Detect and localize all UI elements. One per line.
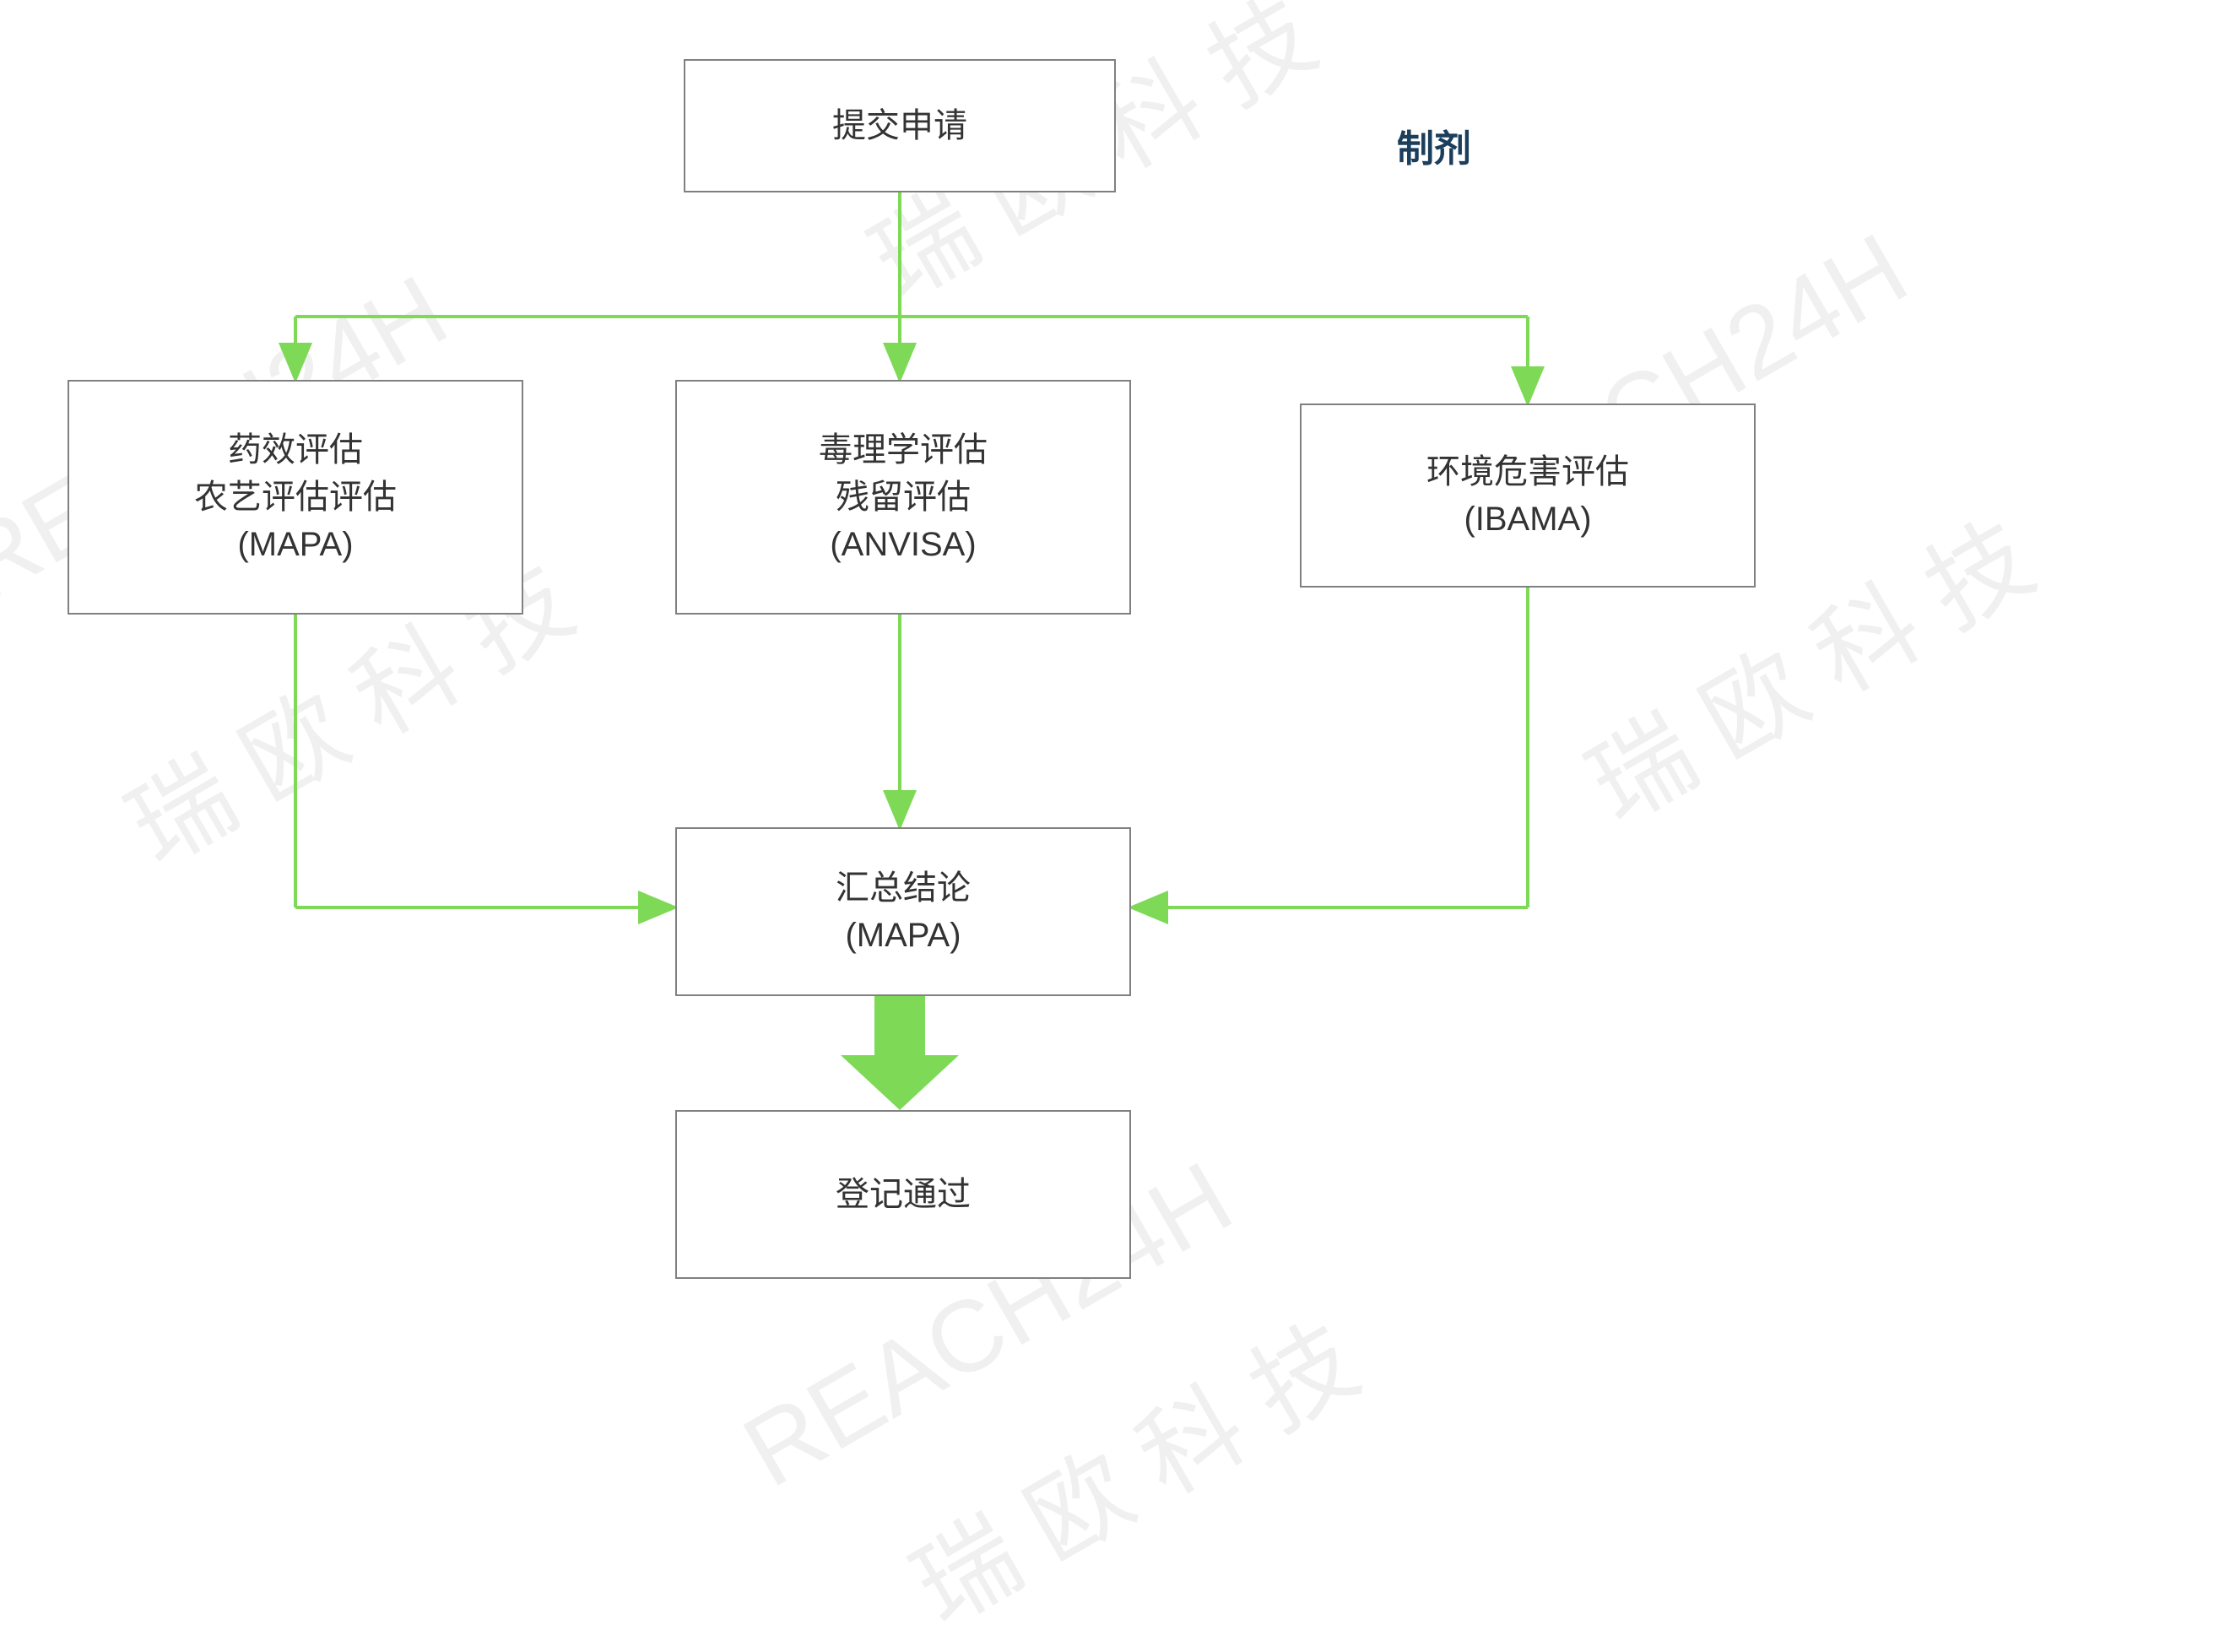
node-submit: 提交申请 [684, 59, 1116, 192]
node-approved-text: 登记通过 [836, 1171, 971, 1218]
node-summary-line2: (MAPA) [845, 912, 961, 959]
node-ibama-eval: 环境危害评估 (IBAMA) [1300, 404, 1756, 588]
node-anvisa-eval-line2: 残留评估 [836, 474, 971, 521]
node-ibama-eval-line1: 环境危害评估 [1426, 448, 1629, 496]
node-ibama-eval-line2: (IBAMA) [1464, 496, 1591, 543]
node-anvisa-eval-line1: 毒理学评估 [819, 426, 988, 474]
node-mapa-eval-line1: 药效评估 [228, 426, 363, 474]
node-anvisa-eval: 毒理学评估 残留评估 (ANVISA) [675, 380, 1131, 615]
node-mapa-eval: 药效评估 农艺评估评估 (MAPA) [68, 380, 523, 615]
node-anvisa-eval-line3: (ANVISA) [830, 521, 976, 568]
watermark: 瑞 欧 科 技 [882, 1281, 1379, 1652]
node-mapa-eval-line3: (MAPA) [237, 521, 353, 568]
side-label-formulation: 制剂 [1397, 118, 1471, 172]
node-submit-text: 提交申请 [832, 102, 967, 149]
node-mapa-eval-line2: 农艺评估评估 [194, 474, 397, 521]
node-summary: 汇总结论 (MAPA) [675, 827, 1131, 996]
node-approved: 登记通过 [675, 1110, 1131, 1279]
node-summary-line1: 汇总结论 [836, 864, 971, 912]
